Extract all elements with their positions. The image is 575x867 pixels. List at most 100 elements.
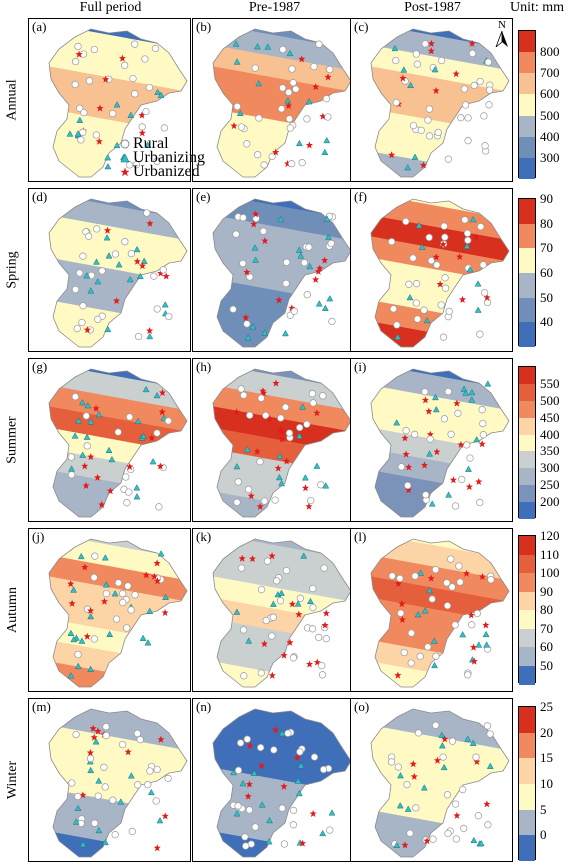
region-map <box>212 538 352 688</box>
urbanized-star-icon <box>120 167 130 177</box>
colorbar-tick-label: 60 <box>540 265 553 280</box>
colorbar-tick-label: 20 <box>540 724 553 740</box>
row-label-spring: Spring <box>0 188 26 352</box>
map-panel-d: (d) <box>28 188 191 352</box>
colorbar-segment <box>519 809 535 836</box>
map-panel-k: (k) <box>192 528 355 692</box>
colorbar-segment <box>519 610 535 629</box>
column-header-post-1987: Post-1987 <box>404 0 461 15</box>
map-panel-o: (o) <box>350 698 513 862</box>
colorbar-winter <box>518 706 536 862</box>
colorbar-tick-label: 500 <box>540 392 560 408</box>
colorbar-tick-label: 600 <box>540 86 560 102</box>
colorbar-tick-label: 90 <box>540 191 553 206</box>
colorbar-segment <box>519 665 535 685</box>
colorbar-tick-label: 200 <box>540 494 560 510</box>
colorbar-segment <box>519 367 535 385</box>
legend-item-urbanized: Urbanized <box>120 163 200 181</box>
colorbar-tick-label: 400 <box>540 128 560 144</box>
colorbar-tick-label: 550 <box>540 375 560 391</box>
legend-item-urbanizing: Urbanizing <box>120 149 205 167</box>
colorbar-segment <box>519 297 535 323</box>
colorbar-annual <box>518 30 536 180</box>
colorbar-segment <box>519 536 535 555</box>
panel-letter: (c) <box>354 19 369 34</box>
colorbar-segment <box>519 732 535 759</box>
panel-letter: (i) <box>354 359 367 374</box>
colorbar-segment <box>519 94 535 117</box>
colorbar-tick-label: 350 <box>540 443 560 459</box>
region-map <box>48 368 188 518</box>
map-panel-c: (c) <box>350 18 513 182</box>
colorbar-segment <box>519 835 535 862</box>
region-map <box>48 28 188 178</box>
map-panel-j: (j) <box>28 528 191 692</box>
colorbar-segment <box>519 273 535 299</box>
colorbar-segment <box>519 73 535 95</box>
colorbar-segment <box>519 502 535 520</box>
region-map <box>370 538 510 688</box>
colorbar-tick-label: 400 <box>540 426 560 442</box>
row-label-summer: Summer <box>0 358 26 522</box>
colorbar-tick-label: 100 <box>540 565 560 580</box>
urbanizing-triangle-icon <box>120 153 130 163</box>
colorbar-segment <box>519 451 535 469</box>
colorbar-segment <box>519 199 535 225</box>
map-panel-n: (n) <box>192 698 355 862</box>
colorbar-segment <box>519 400 535 419</box>
colorbar-segment <box>519 758 535 785</box>
colorbar-tick-label: 700 <box>540 65 560 81</box>
row-label-annual: Annual <box>0 18 26 182</box>
colorbar-segment <box>519 248 535 274</box>
colorbar-tick-label: 90 <box>540 583 553 599</box>
colorbar-segment <box>519 157 535 180</box>
map-panel-f: (f) <box>350 188 513 352</box>
row-label-autumn-text: Autumn <box>5 587 21 633</box>
colorbar-summer <box>518 366 536 520</box>
colorbar-segment <box>519 647 535 666</box>
colorbar-autumn <box>518 535 536 685</box>
panel-letter: (k) <box>196 529 212 544</box>
colorbar-tick-label: 40 <box>540 314 553 330</box>
panel-letter: (o) <box>354 699 370 714</box>
colorbar-segment <box>519 468 535 486</box>
region-map <box>212 708 352 858</box>
panel-letter: (g) <box>32 359 48 374</box>
region-map <box>212 368 352 518</box>
region-map <box>48 708 188 858</box>
region-map <box>212 198 352 348</box>
row-label-autumn: Autumn <box>0 528 26 692</box>
colorbar-tick-label: 50 <box>540 657 553 673</box>
colorbar-segment <box>519 383 535 402</box>
region-map <box>48 538 188 688</box>
colorbar-tick-label: 80 <box>540 602 553 617</box>
panel-letter: (j) <box>32 529 45 544</box>
colorbar-tick-label: 800 <box>540 44 560 60</box>
row-label-winter-text: Winter <box>5 760 20 800</box>
colorbar-tick-label: 80 <box>540 215 553 231</box>
region-map <box>370 708 510 858</box>
colorbar-segment <box>519 322 535 348</box>
colorbar-tick-label: 110 <box>540 546 560 562</box>
colorbar-tick-label: 500 <box>540 107 560 123</box>
panel-letter: (m) <box>32 699 51 714</box>
colorbar-tick-label: 250 <box>540 477 560 493</box>
north-label: N <box>498 19 506 31</box>
region-map <box>370 198 510 348</box>
colorbar-tick-label: 50 <box>540 289 553 305</box>
map-panel-l: (l) <box>350 528 513 692</box>
colorbar-segment <box>519 554 535 574</box>
row-label-winter: Winter <box>0 698 26 862</box>
colorbar-segment <box>519 52 535 74</box>
colorbar-segment <box>519 591 535 611</box>
colorbar-segment <box>519 707 535 734</box>
map-panel-g: (g) <box>28 358 191 522</box>
colorbar-segment <box>519 223 535 249</box>
panel-letter: (l) <box>354 529 367 544</box>
panel-letter: (a) <box>32 19 47 34</box>
legend-urbanized-label: Urbanized <box>133 163 200 180</box>
colorbar-tick-label: 0 <box>540 827 547 843</box>
panel-letter: (f) <box>354 189 367 204</box>
north-arrow-icon: N <box>494 19 510 49</box>
colorbar-segment <box>519 115 535 138</box>
